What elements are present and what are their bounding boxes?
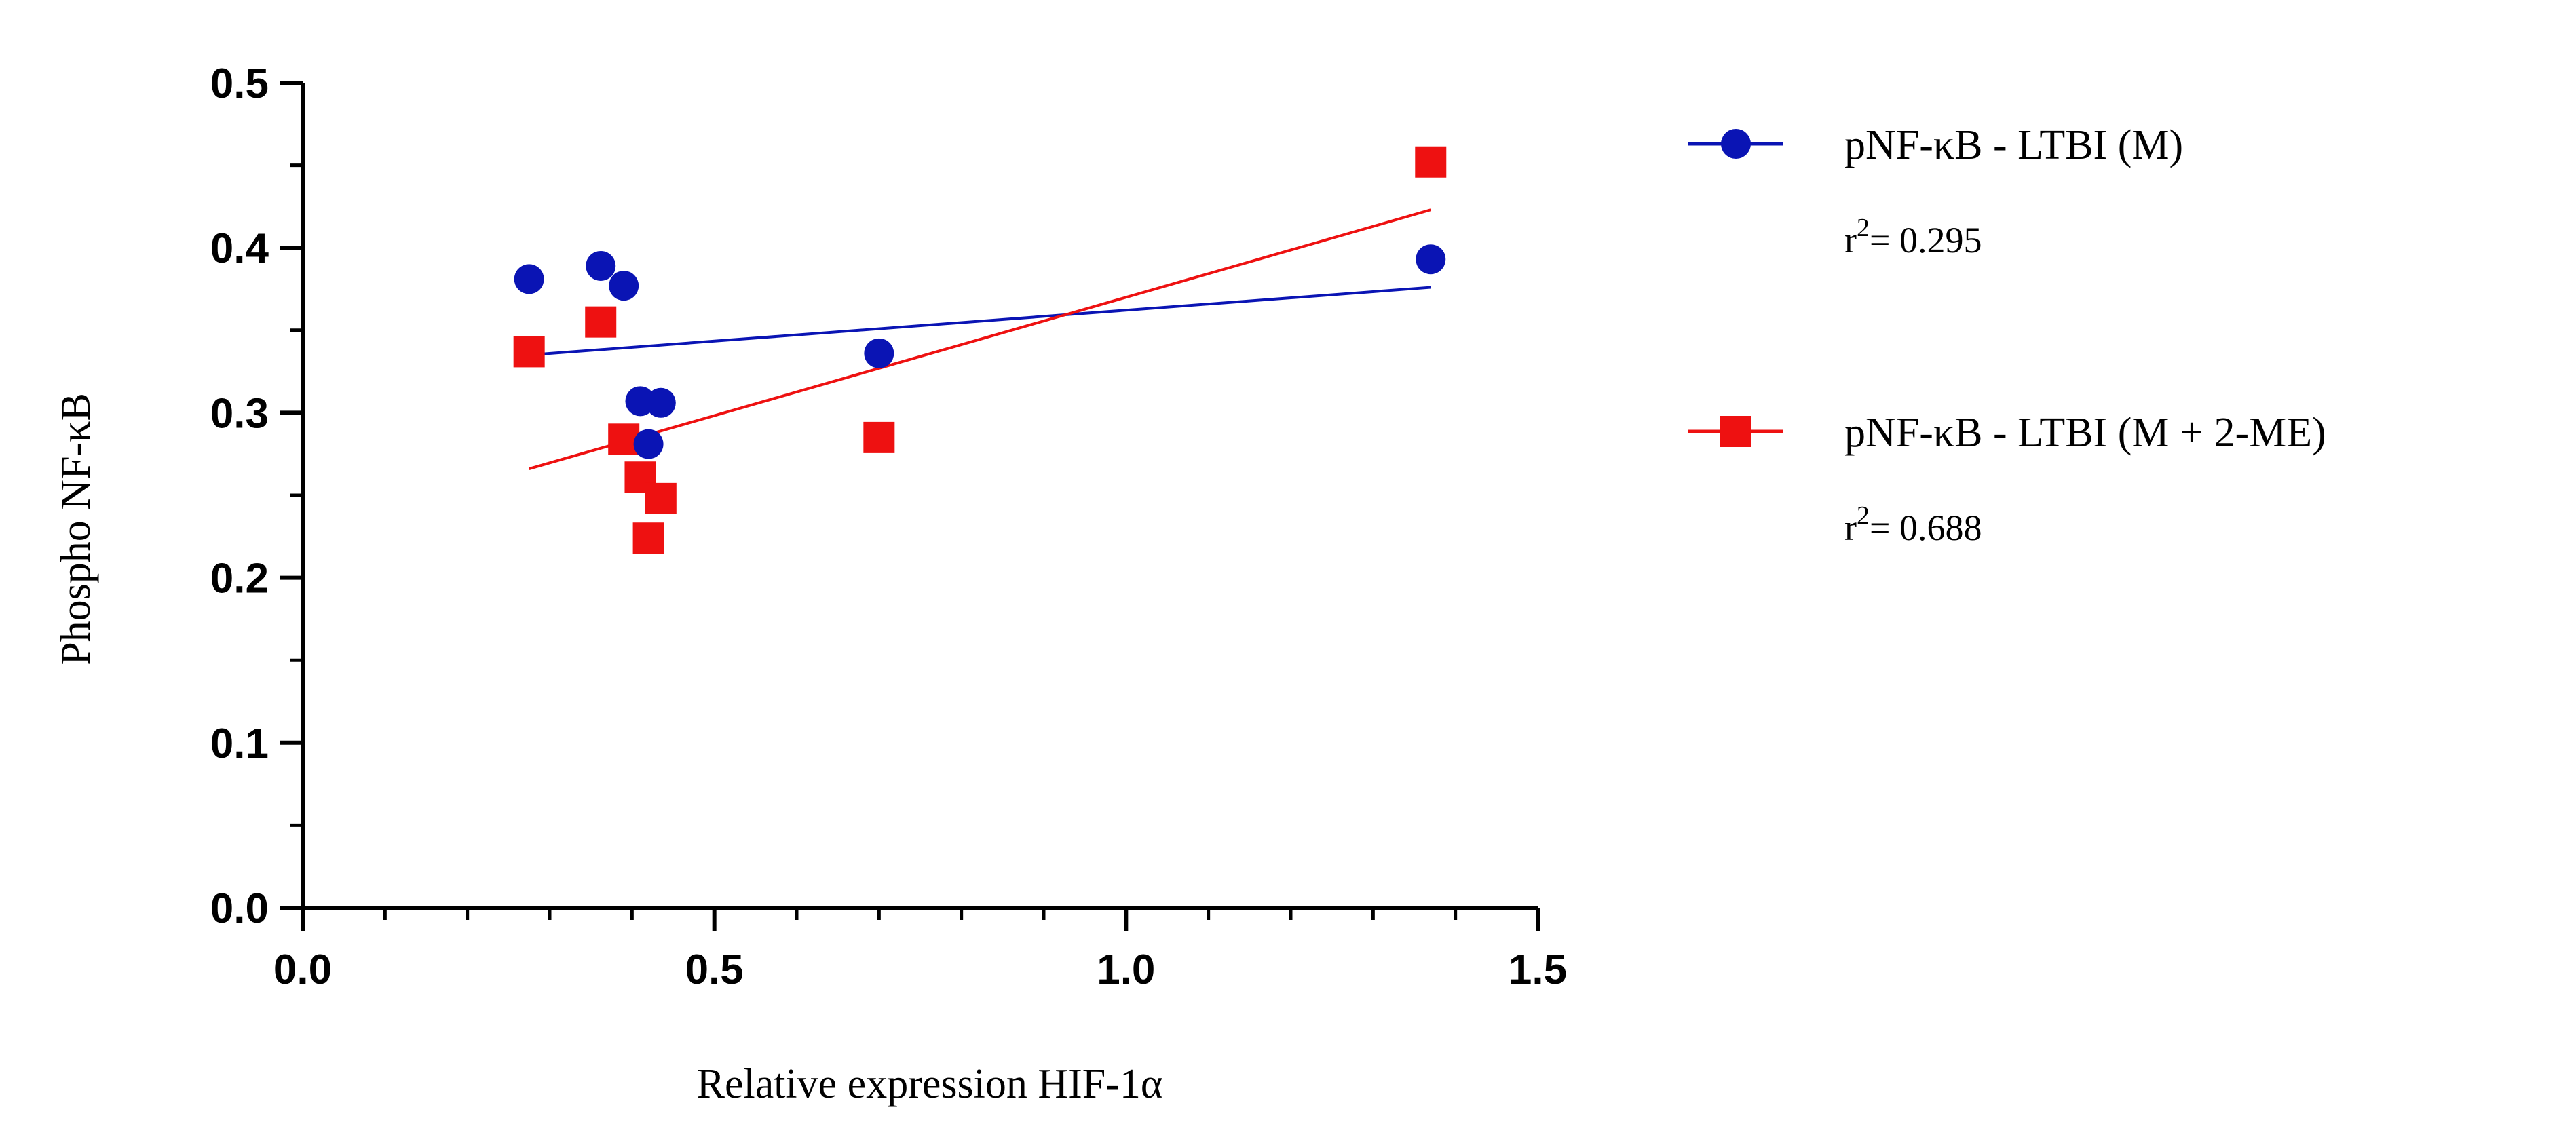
- data-point-series-0: [586, 250, 616, 281]
- r-squared-superscript: 2: [1857, 501, 1870, 530]
- legend-marker: [1720, 416, 1751, 447]
- data-point-series-1: [608, 423, 640, 455]
- legend-marker: [1721, 129, 1751, 159]
- regression-line-series-1: [529, 208, 1431, 471]
- x-tick-label: 1.5: [1509, 946, 1567, 993]
- data-point-series-1: [513, 336, 545, 368]
- r-squared-label: r2= 0.295: [1844, 214, 1982, 261]
- data-point-series-1: [632, 522, 664, 554]
- data-point-series-0: [645, 387, 676, 418]
- data-point-series-1: [1415, 146, 1447, 178]
- regression-line-series-0: [529, 286, 1431, 357]
- data-point-series-1: [863, 421, 895, 453]
- y-tick-label: 0.4: [210, 225, 269, 272]
- plot-area: 0.0 0.1 0.2 0.3 0.4 0.5 0.0 0.5 1.0 1.5: [210, 60, 1567, 993]
- data-point-series-1: [585, 306, 617, 338]
- r-squared-superscript: 2: [1857, 214, 1870, 242]
- legend-entry-1: pNF-κB - LTBI (M + 2-ME) r2= 0.688: [1688, 410, 2326, 548]
- y-tick-label: 0.5: [210, 60, 269, 107]
- data-point-series-0: [864, 338, 894, 368]
- x-tick-label: 0.0: [273, 946, 332, 993]
- x-tick-label: 0.5: [685, 946, 744, 993]
- r-squared-symbol: r: [1844, 220, 1857, 261]
- r-squared-symbol: r: [1844, 507, 1857, 548]
- x-axis-title: Relative expression HIF-1α: [697, 1061, 1163, 1107]
- legend-entry-0: pNF-κB - LTBI (M) r2= 0.295: [1688, 122, 2183, 261]
- r-squared-value: = 0.295: [1870, 220, 1982, 261]
- x-tick-label: 1.0: [1097, 946, 1155, 993]
- legend-label: pNF-κB - LTBI (M): [1844, 122, 2183, 168]
- y-axis-title: Phospho NF-κB: [53, 393, 99, 666]
- legend-label: pNF-κB - LTBI (M + 2-ME): [1844, 410, 2326, 456]
- r-squared-label: r2= 0.688: [1844, 501, 1982, 548]
- y-tick-label: 0.3: [210, 390, 269, 437]
- data-point-series-0: [514, 264, 544, 294]
- data-point-series-0: [633, 429, 664, 459]
- y-tick-label: 0.2: [210, 556, 269, 602]
- y-tick-label: 0.0: [210, 885, 269, 932]
- r-squared-value: = 0.688: [1870, 507, 1982, 548]
- y-tick-label: 0.1: [210, 720, 269, 767]
- data-point-series-1: [645, 482, 677, 514]
- data-point-series-0: [609, 271, 639, 301]
- data-point-series-0: [1416, 244, 1446, 275]
